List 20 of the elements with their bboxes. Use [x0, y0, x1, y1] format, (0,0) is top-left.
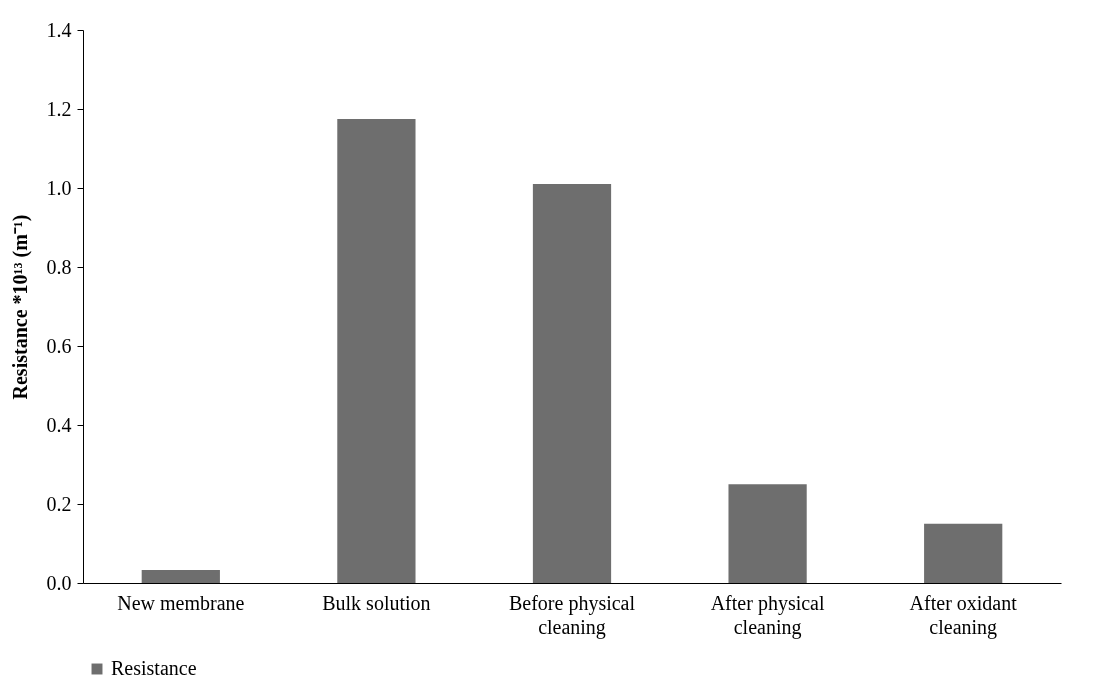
x-tick-label: Bulk solution — [322, 591, 431, 614]
y-tick-label: 0.2 — [46, 492, 72, 515]
bar — [728, 484, 807, 583]
y-tick-label: 0.8 — [46, 255, 72, 278]
y-tick-label: 1.4 — [46, 18, 72, 41]
bar — [532, 184, 612, 583]
bar — [337, 118, 416, 583]
y-axis-title: Resistance *10¹³ (m⁻¹) — [8, 214, 32, 400]
y-tick-label: 1.2 — [46, 97, 72, 120]
x-tick-label: After physical cleaning — [710, 591, 825, 639]
y-tick-label: 1.0 — [46, 176, 72, 199]
y-tick-label: 0.4 — [46, 413, 72, 436]
bar — [924, 523, 1003, 583]
x-tick-label: Before physical cleaning — [508, 591, 636, 639]
bar — [141, 569, 220, 583]
y-tick-label: 0.0 — [46, 571, 72, 594]
y-tick-label: 0.6 — [46, 334, 72, 357]
x-tick-label: After oxidant cleaning — [909, 591, 1018, 639]
x-tick-label: New membrane — [117, 591, 245, 614]
legend-label: Resistance — [111, 657, 197, 679]
